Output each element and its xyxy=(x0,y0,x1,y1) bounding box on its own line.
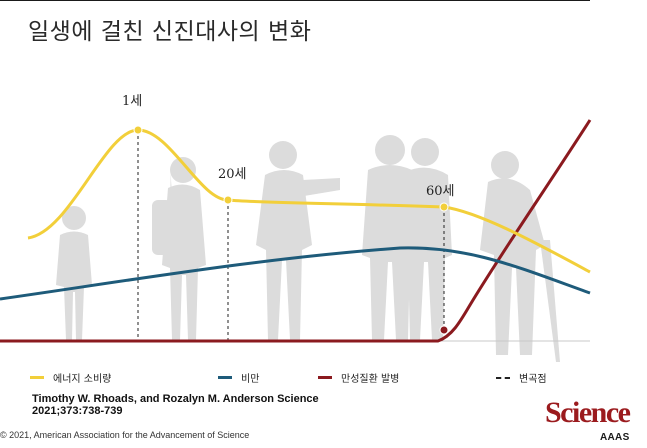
page-title: 일생에 걸친 신진대사의 변화 xyxy=(28,19,312,45)
legend-label-energy: 에너지 소비량 xyxy=(53,374,112,385)
inflection-point-2 xyxy=(223,195,233,205)
citation-line-2: 2021;373:738-739 xyxy=(32,405,123,417)
aaas-logo: AAAS xyxy=(600,432,630,443)
middle-aged-silhouette xyxy=(400,138,452,340)
girl-silhouette xyxy=(152,157,206,340)
milestone-label-3: 60세 xyxy=(426,184,455,199)
legend-swatch-disease xyxy=(318,376,332,379)
legend-label-obesity: 비만 xyxy=(241,374,260,385)
child-silhouette xyxy=(56,206,92,340)
copyright: © 2021, American Association for the Adv… xyxy=(0,430,250,440)
legend-item-inflection: 변곡점 xyxy=(496,370,547,385)
disease-curve xyxy=(0,119,592,343)
disease-onset-point xyxy=(439,325,449,335)
milestone-label-2: 20세 xyxy=(218,167,247,182)
milestone-label-1: 1세 xyxy=(122,94,142,109)
science-logo: Science xyxy=(545,396,631,429)
citation: Timothy W. Rhoads, and Rozalyn M. Anders… xyxy=(32,393,319,417)
age-silhouettes xyxy=(56,135,560,362)
inflection-guides xyxy=(137,130,445,341)
legend-item-disease: 만성질환 발병 xyxy=(318,370,399,385)
inflection-point-3 xyxy=(439,202,449,212)
legend-item-energy: 에너지 소비량 xyxy=(30,370,111,385)
citation-line-1: Timothy W. Rhoads, and Rozalyn M. Anders… xyxy=(32,393,319,405)
legend-label-inflection: 변곡점 xyxy=(519,374,547,385)
obesity-curve xyxy=(0,246,591,301)
legend-label-disease: 만성질환 발병 xyxy=(341,374,400,385)
legend-swatch-obesity xyxy=(218,376,232,379)
legend-swatch-energy xyxy=(30,376,44,379)
legend: 에너지 소비량 비만 만성질환 발병 변곡점 xyxy=(0,370,647,386)
top-rule xyxy=(0,0,590,1)
woman-silhouette xyxy=(256,141,340,340)
legend-item-obesity: 비만 xyxy=(218,370,259,385)
legend-swatch-inflection xyxy=(496,376,510,379)
inflection-point-1 xyxy=(133,125,143,135)
